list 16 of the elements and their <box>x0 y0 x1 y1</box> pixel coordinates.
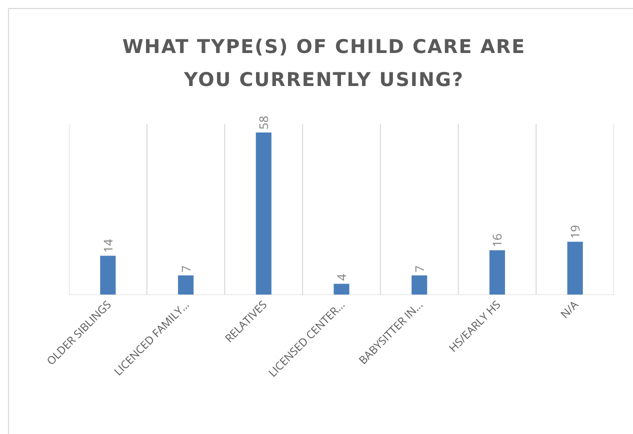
data-label: 7 <box>410 265 428 272</box>
bar <box>178 275 194 295</box>
data-label: 19 <box>566 224 584 239</box>
bar <box>412 275 428 295</box>
data-label: 58 <box>255 116 272 130</box>
bar <box>256 132 272 295</box>
x-tick-label: N/A <box>558 298 582 322</box>
data-label: 14 <box>99 238 116 253</box>
bar <box>100 256 116 295</box>
chart-title: WHAT TYPE(S) OF CHILD CARE ARE YOU CURRENTLY USING? <box>121 35 527 93</box>
data-label: 7 <box>177 265 194 272</box>
bar <box>334 284 350 295</box>
data-label: 4 <box>333 274 350 281</box>
bar <box>489 250 505 295</box>
data-label: 16 <box>488 233 506 248</box>
bar <box>567 242 583 295</box>
